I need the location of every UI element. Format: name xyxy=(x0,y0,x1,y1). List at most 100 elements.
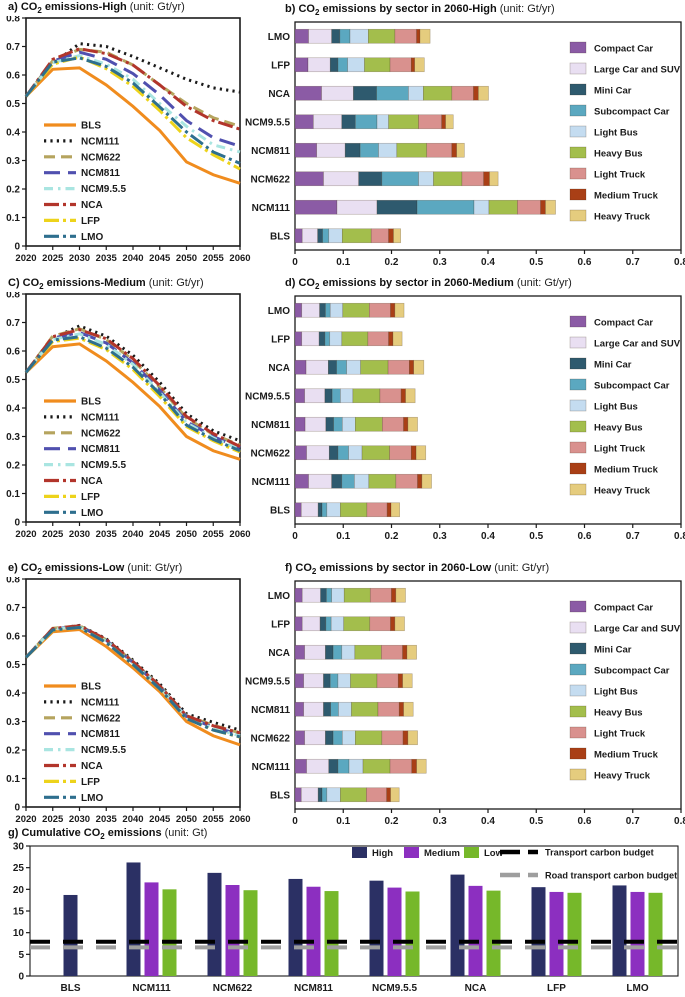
x-tick-label: 0.3 xyxy=(433,531,447,542)
bar-segment-NCA-Heavy Bus xyxy=(354,644,382,660)
bar-segment-LMO-Compact Car xyxy=(294,28,309,44)
bar-segment-NCM9.5.5-Medium Truck xyxy=(400,388,406,404)
legend-swatch-Medium Truck xyxy=(569,747,587,760)
legend-label-Medium Truck: Medium Truck xyxy=(594,750,659,761)
bar-segment-LFP-Compact Car xyxy=(294,57,309,73)
bar-NCM9.5.5-Medium xyxy=(387,887,402,976)
bar-segment-BLS-Light Truck xyxy=(370,228,389,244)
bar-segment-NCA-Heavy Bus xyxy=(423,85,453,101)
bar-segment-NCM111-Medium Truck xyxy=(411,758,417,774)
panel-a: a) CO2 emissions-High (unit: Gt/yr) 0 0.1 0… xyxy=(0,0,280,268)
y-tick-label: 0.1 xyxy=(6,489,20,500)
x-tick-label: 2050 xyxy=(176,529,197,540)
bar-segment-NCM111-Mini Car xyxy=(328,758,339,774)
bar-segment-NCA-Medium Truck xyxy=(409,359,414,375)
bar-segment-NCM111-Light Truck xyxy=(395,473,418,489)
legend-label-NCM9.5.5: NCM9.5.5 xyxy=(81,460,126,471)
bar-segment-NCM811-Light Bus xyxy=(341,416,356,432)
bar-segment-NCM111-Light Bus xyxy=(354,473,370,489)
category-label-BLS: BLS xyxy=(270,505,290,516)
bar-segment-NCM622-Light Bus xyxy=(418,171,434,187)
stacked-bar-chart-medium: 0 0.1 0.2 0.3 0.4 0.5 0.6 0.7 0.8 LMO LFP NCA NCM9.5… xyxy=(245,295,685,542)
legend-label-LMO: LMO xyxy=(81,793,103,804)
bar-segment-NCM9.5.5-Light Bus xyxy=(340,388,354,404)
category-label-NCM9.5.5: NCM9.5.5 xyxy=(245,117,290,128)
legend-label-NCA: NCA xyxy=(81,200,103,211)
bar-segment-NCM622-Heavy Bus xyxy=(361,445,390,461)
legend-swatch-Large Car and SUV xyxy=(569,621,587,634)
bar-segment-BLS-Medium Truck xyxy=(388,228,394,244)
bar-segment-LFP-Heavy Bus xyxy=(343,616,371,632)
series-line-NCM811 xyxy=(24,50,241,148)
panel-c-title-text: C) CO2 emissions-Medium xyxy=(8,277,146,292)
legend-swatch-Heavy Bus xyxy=(569,420,587,433)
legend-swatch-Subcompact Car xyxy=(569,104,587,117)
legend-label-Low: Low xyxy=(484,848,504,859)
bar-LMO-Medium xyxy=(630,891,645,976)
bar-segment-NCM811-Large Car and SUV xyxy=(304,416,327,432)
bar-LMO-Low xyxy=(648,892,663,976)
x-tick-label: 0.5 xyxy=(529,531,543,542)
bar-segment-NCM111-Light Bus xyxy=(473,199,490,215)
bar-segment-NCM622-Large Car and SUV xyxy=(306,445,330,461)
legend-label-Medium Truck: Medium Truck xyxy=(594,191,659,202)
legend-swatch-Subcompact Car xyxy=(569,663,587,676)
bar-NCM9.5.5-Low xyxy=(405,891,420,976)
legend-label-Subcompact Car: Subcompact Car xyxy=(594,381,670,392)
legend-swatch-Light Bus xyxy=(569,399,587,412)
legend-swatch-Light Truck xyxy=(569,441,587,454)
x-tick-label: 2045 xyxy=(149,529,171,540)
legend-label-Light Bus: Light Bus xyxy=(594,128,638,139)
category-label-NCM622: NCM622 xyxy=(251,448,291,459)
y-tick-label: 0.8 xyxy=(6,577,20,586)
panel-d: d) CO2 emissions by sector in 2060-Mediu… xyxy=(240,276,685,544)
x-tick-label: 2050 xyxy=(176,814,197,825)
x-tick-label: 2040 xyxy=(122,253,143,264)
bar-LFP-Medium xyxy=(549,891,564,976)
bar-segment-NCA-Mini Car xyxy=(325,644,334,660)
bar-segment-LFP-Subcompact Car xyxy=(324,331,331,347)
legend-label-NCM622: NCM622 xyxy=(81,428,121,439)
bar-segment-NCM111-Subcompact Car xyxy=(341,473,355,489)
bar-segment-NCA-Subcompact Car xyxy=(376,85,409,101)
legend-swatch-Subcompact Car xyxy=(569,378,587,391)
legend-label-Large Car and SUV: Large Car and SUV xyxy=(594,65,681,76)
legend-label-Heavy Truck: Heavy Truck xyxy=(594,771,651,782)
bar-segment-LFP-Light Bus xyxy=(329,331,343,347)
x-tick-label: 0.7 xyxy=(626,257,640,268)
y-tick-label: 30 xyxy=(13,842,25,853)
x-tick-label: 0 xyxy=(292,257,298,268)
category-label-NCA: NCA xyxy=(268,648,290,659)
y-tick-label: 0.2 xyxy=(6,746,20,757)
bar-segment-NCM622-Medium Truck xyxy=(483,171,490,187)
bar-segment-BLS-Large Car and SUV xyxy=(300,502,319,518)
bar-segment-LMO-Light Bus xyxy=(331,587,345,603)
bar-NCM811-High xyxy=(288,878,303,976)
bar-segment-NCA-Mini Car xyxy=(353,85,377,101)
bar-segment-NCM622-Light Bus xyxy=(348,445,363,461)
stacked-bar-chart-low: 0 0.1 0.2 0.3 0.4 0.5 0.6 0.7 0.8 LMO LFP NCA NCM9.5… xyxy=(245,580,685,827)
legend-swatch-Heavy Bus xyxy=(569,705,587,718)
bar-segment-LMO-Light Bus xyxy=(349,28,369,44)
x-tick-label: 2060 xyxy=(229,529,250,540)
x-tick-label: 0.8 xyxy=(674,257,685,268)
bar-segment-NCM9.5.5-Light Bus xyxy=(376,114,389,130)
bar-segment-BLS-Heavy Bus xyxy=(340,502,368,518)
y-tick-label: 0.4 xyxy=(6,128,20,139)
panel-e-title-text: e) CO2 emissions-Low xyxy=(8,562,125,577)
bar-segment-LFP-Mini Car xyxy=(329,57,339,73)
bar-segment-LFP-Subcompact Car xyxy=(337,57,348,73)
bar-segment-BLS-Mini Car xyxy=(317,502,323,518)
bar-segment-NCM622-Mini Car xyxy=(328,445,339,461)
category-label-NCM111: NCM111 xyxy=(252,203,291,214)
bar-segment-BLS-Heavy Truck xyxy=(390,502,401,518)
bar-segment-BLS-Light Truck xyxy=(366,502,388,518)
bar-segment-NCM622-Subcompact Car xyxy=(332,730,343,746)
series-line-NCM622 xyxy=(24,624,241,735)
bar-segment-LMO-Heavy Bus xyxy=(368,28,396,44)
bar-segment-NCM622-Light Truck xyxy=(461,171,484,187)
bar-segment-NCM111-Large Car and SUV xyxy=(306,758,330,774)
bar-segment-NCA-Light Truck xyxy=(387,359,410,375)
bar-segment-LMO-Compact Car xyxy=(294,587,303,603)
category-label-LFP: LFP xyxy=(271,334,290,345)
